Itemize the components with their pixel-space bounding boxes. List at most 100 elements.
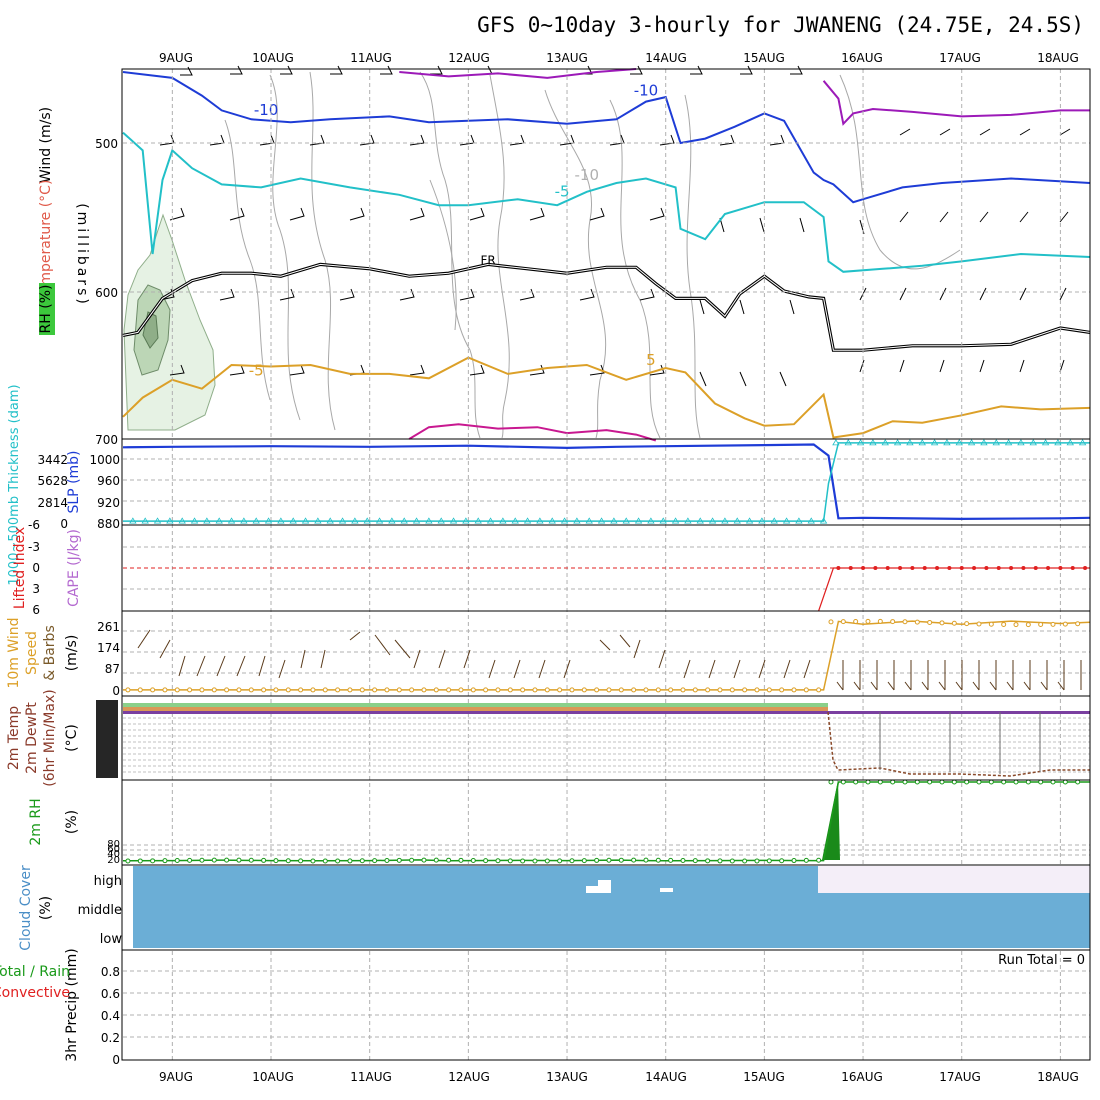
thickness-marker (721, 517, 729, 524)
thickness-marker (795, 517, 803, 524)
rh2m-panel (122, 779, 1090, 864)
rh-marker (890, 779, 896, 785)
wind-tick: 0 (112, 684, 120, 698)
rh-marker (779, 858, 785, 864)
rh-marker (976, 779, 982, 785)
date-label: 9AUG (159, 51, 193, 65)
cape-series-group (818, 566, 1090, 612)
rh-marker (1013, 779, 1019, 785)
wind-marker (791, 687, 797, 693)
thickness-marker (412, 517, 421, 524)
thickness-marker (992, 439, 1000, 446)
thickness-marker (745, 517, 754, 524)
slp-panel (122, 439, 1091, 524)
rh-marker (803, 857, 809, 863)
wind-marker (384, 687, 390, 693)
wind-marker (890, 619, 896, 625)
thickness-marker (240, 517, 248, 524)
ylabel-total-rain: Total / Rain (0, 964, 70, 980)
cape-panel (123, 566, 1090, 612)
wind-marker (828, 619, 834, 625)
bottom-date-axis: 9AUG 10AUG 11AUG 12AUG 13AUG 14AUG 15AUG… (159, 1070, 1079, 1084)
ylabel-2m-temp: 2m Temp (6, 706, 22, 770)
wind-marker (372, 687, 378, 693)
rh-marker (951, 779, 957, 785)
temp-ticks-stack (96, 700, 118, 778)
contour-label: -10 (254, 101, 279, 119)
top-date-axis: 9AUG 10AUG 11AUG 12AUG 13AUG 14AUG 15AUG… (159, 51, 1079, 65)
wind-marker (125, 687, 131, 693)
thickness-tick: 2814 (37, 496, 68, 510)
thickness-marker (696, 517, 704, 524)
thickness-marker (906, 439, 914, 446)
date-label: 9AUG (159, 1070, 193, 1084)
rh-marker (137, 858, 143, 864)
thickness-marker (141, 517, 149, 524)
precip-tick: 0 (112, 1053, 120, 1067)
thickness-marker (375, 517, 384, 524)
slp-tick: 1000 (89, 453, 120, 467)
thickness-marker (1041, 439, 1050, 446)
li-marker (1033, 566, 1038, 570)
ylabel-cloud-units: (%) (38, 896, 54, 920)
rh-tick: 80 (107, 839, 120, 850)
thickness-marker (326, 517, 334, 524)
y-axis-labels: Wind (m/s) Temperature (°C) RH (%) (mill… (0, 107, 90, 1062)
temp-band-low (123, 711, 1090, 714)
date-label: 15AUG (743, 51, 785, 65)
contour-magenta (408, 423, 657, 442)
rh-marker (631, 857, 637, 863)
thickness-marker (918, 439, 926, 446)
wind-marker (396, 687, 402, 693)
chart-title: GFS 0~10day 3-hourly for JWANENG (24.75E… (477, 13, 1084, 37)
wind-marker (631, 687, 637, 693)
upper-tick: 700 (95, 433, 118, 447)
thickness-marker (486, 517, 495, 524)
ylabel-precip: 3hr Precip (mm) (64, 948, 80, 1061)
li-marker (885, 566, 890, 570)
rh-marker (840, 779, 846, 785)
wind-marker (458, 687, 464, 693)
rh-marker (470, 857, 476, 863)
wind-marker (1050, 621, 1056, 627)
rh-tick: 20 (107, 855, 120, 866)
series-li (818, 567, 1090, 612)
rh-marker (655, 857, 661, 863)
thickness-marker (647, 517, 655, 524)
thickness-marker (980, 439, 988, 446)
li-marker (861, 566, 866, 570)
thickness-marker (881, 439, 889, 446)
thickness-marker (684, 517, 692, 524)
thickness-marker (819, 517, 828, 524)
thickness-marker (807, 517, 815, 524)
wind-marker (643, 687, 649, 693)
wind-marker (273, 687, 279, 693)
rh-marker (692, 858, 698, 864)
li-marker (910, 566, 915, 570)
wind-marker (692, 687, 698, 693)
rh-marker (236, 857, 242, 863)
rh-label-swatch (39, 283, 55, 335)
wind-marker (359, 687, 365, 693)
temp2m-panel (123, 703, 1090, 777)
rh-contours (224, 71, 961, 439)
wind-marker (248, 687, 254, 693)
rh-tick: 60 (107, 844, 120, 855)
frame-slp (121, 438, 1091, 526)
rh-marker (865, 779, 871, 785)
rh-marker (409, 857, 415, 863)
temp-hlines (123, 717, 1090, 773)
wind-marker (606, 687, 612, 693)
date-label: 10AUG (252, 51, 294, 65)
wind-marker (877, 618, 883, 624)
panel-frames (121, 68, 1091, 1061)
rh-marker (125, 858, 131, 864)
slp-series-group (122, 439, 1091, 524)
thickness-marker (634, 517, 643, 524)
rh-marker (174, 858, 180, 864)
wind-marker (717, 687, 723, 693)
rh-marker (211, 857, 217, 863)
rh-marker (359, 858, 365, 864)
wind-marker (754, 687, 760, 693)
